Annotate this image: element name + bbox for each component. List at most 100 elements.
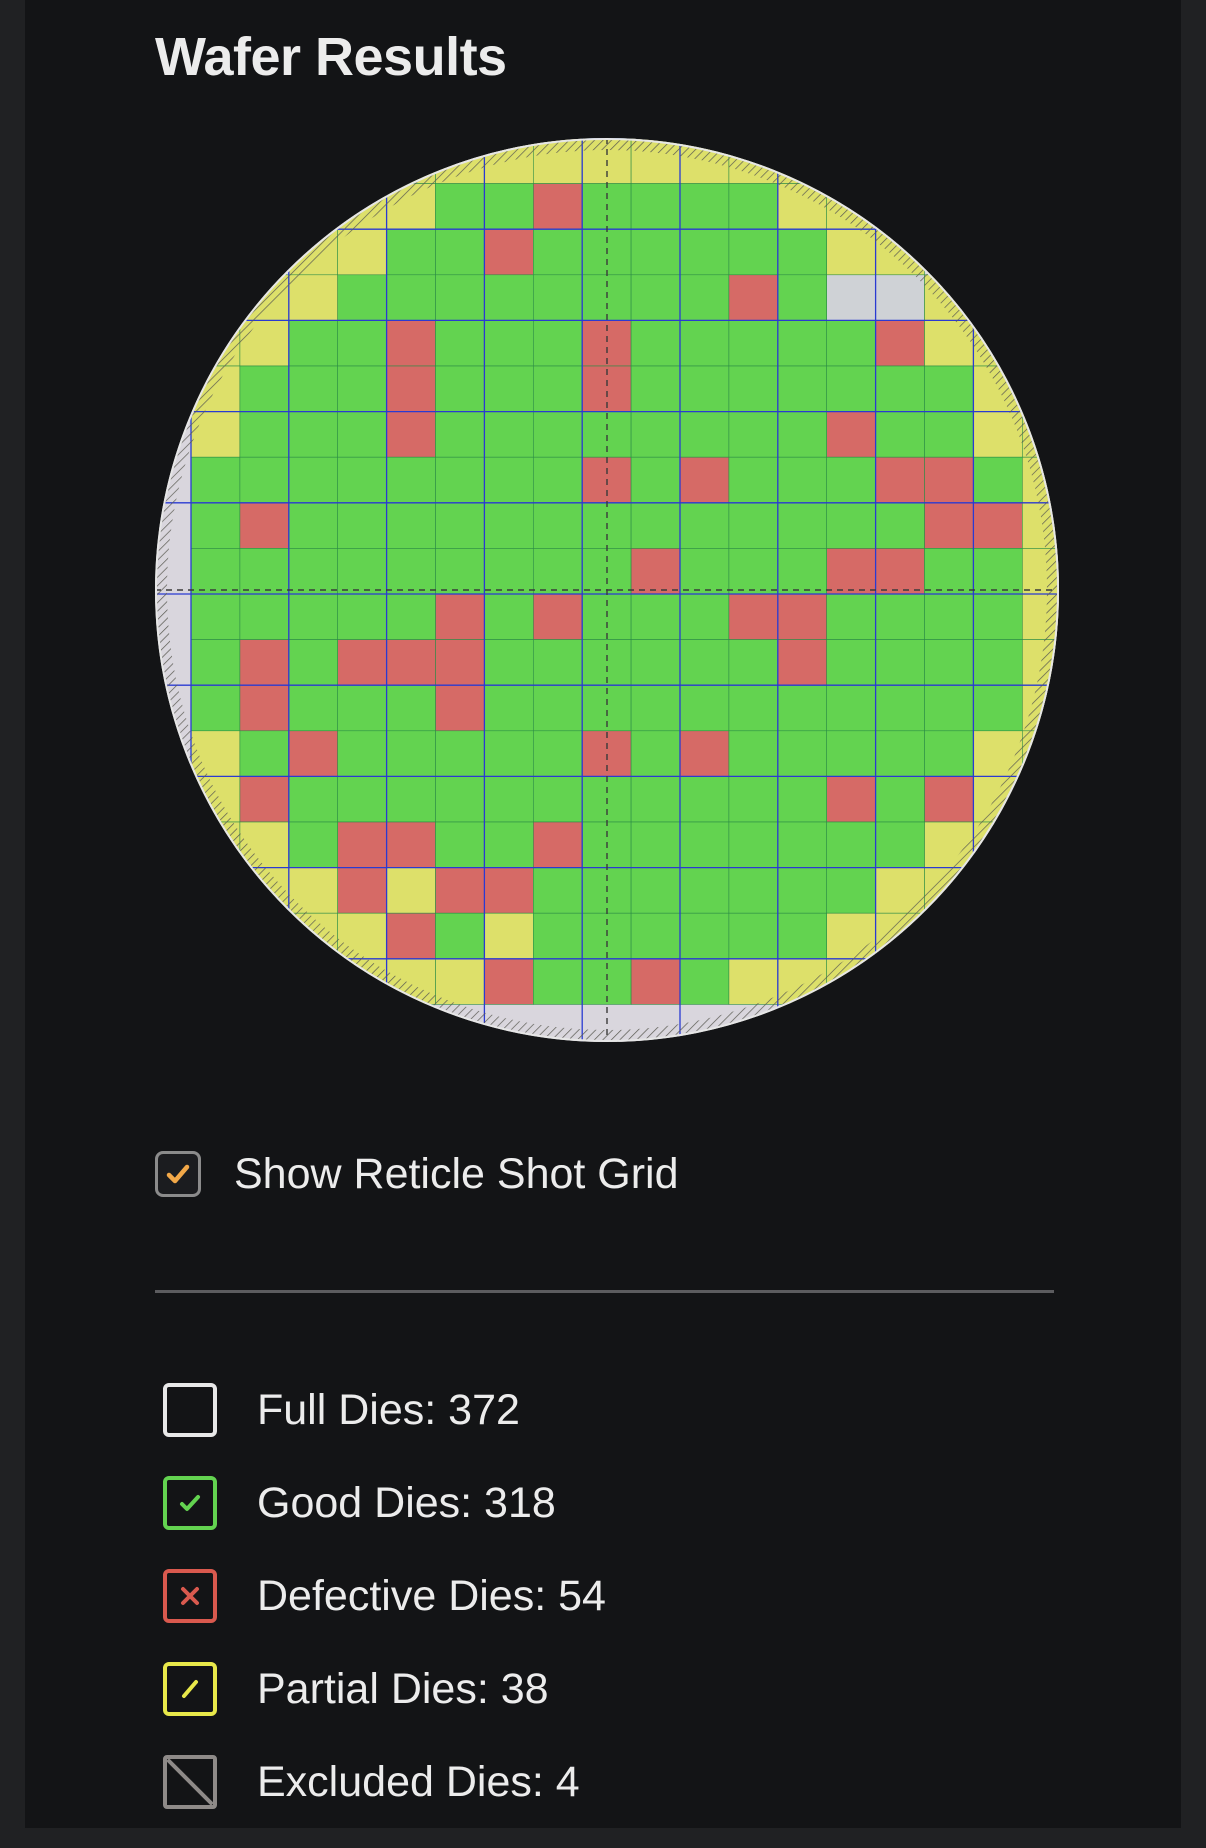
- die-good[interactable]: [875, 502, 925, 549]
- die-good[interactable]: [630, 867, 681, 914]
- die-good[interactable]: [826, 365, 876, 412]
- die-good[interactable]: [679, 593, 730, 640]
- die-good[interactable]: [679, 183, 730, 230]
- die-defective[interactable]: [435, 684, 485, 732]
- die-good[interactable]: [973, 593, 1023, 640]
- die-good[interactable]: [924, 593, 974, 640]
- die-defective[interactable]: [386, 639, 436, 686]
- die-good[interactable]: [532, 456, 583, 504]
- die-good[interactable]: [679, 365, 730, 412]
- die-good[interactable]: [924, 730, 974, 777]
- die-good[interactable]: [777, 274, 827, 321]
- die-good[interactable]: [679, 684, 730, 732]
- die-good[interactable]: [679, 776, 730, 823]
- die-defective[interactable]: [826, 776, 876, 823]
- die-good[interactable]: [532, 912, 583, 960]
- die-defective[interactable]: [826, 411, 876, 458]
- die-defective[interactable]: [484, 867, 534, 914]
- die-defective[interactable]: [973, 502, 1023, 549]
- wafer-map[interactable]: [155, 138, 1059, 1042]
- die-good[interactable]: [337, 730, 387, 777]
- die-good[interactable]: [386, 593, 436, 640]
- die-excluded[interactable]: [875, 274, 925, 321]
- die-partial[interactable]: [875, 183, 925, 230]
- die-good[interactable]: [777, 228, 827, 276]
- die-defective[interactable]: [435, 593, 485, 640]
- die-good[interactable]: [435, 183, 485, 230]
- die-good[interactable]: [728, 730, 779, 777]
- die-good[interactable]: [532, 776, 583, 823]
- die-good[interactable]: [875, 411, 925, 458]
- die-good[interactable]: [532, 639, 583, 686]
- die-good[interactable]: [435, 821, 485, 868]
- die-good[interactable]: [826, 821, 876, 868]
- die-good[interactable]: [630, 456, 681, 504]
- die-good[interactable]: [435, 456, 485, 504]
- die-defective[interactable]: [239, 776, 290, 823]
- die-good[interactable]: [875, 776, 925, 823]
- die-good[interactable]: [630, 730, 681, 777]
- die-good[interactable]: [777, 456, 827, 504]
- die-good[interactable]: [532, 228, 583, 276]
- die-good[interactable]: [728, 821, 779, 868]
- die-defective[interactable]: [337, 867, 387, 914]
- die-defective[interactable]: [239, 502, 290, 549]
- die-good[interactable]: [435, 365, 485, 412]
- die-good[interactable]: [239, 593, 290, 640]
- die-good[interactable]: [875, 365, 925, 412]
- die-defective[interactable]: [826, 548, 876, 595]
- die-good[interactable]: [532, 548, 583, 595]
- die-good[interactable]: [337, 684, 387, 732]
- die-defective[interactable]: [532, 593, 583, 640]
- die-good[interactable]: [435, 912, 485, 960]
- die-good[interactable]: [777, 684, 827, 732]
- die-good[interactable]: [973, 456, 1023, 504]
- die-good[interactable]: [630, 684, 681, 732]
- die-good[interactable]: [630, 912, 681, 960]
- die-good[interactable]: [288, 776, 339, 823]
- die-excluded[interactable]: [1021, 867, 1059, 914]
- die-good[interactable]: [239, 548, 290, 595]
- die-good[interactable]: [532, 502, 583, 549]
- die-defective[interactable]: [728, 593, 779, 640]
- die-defective[interactable]: [386, 320, 436, 367]
- die-defective[interactable]: [875, 548, 925, 595]
- die-defective[interactable]: [435, 639, 485, 686]
- die-good[interactable]: [679, 274, 730, 321]
- die-partial[interactable]: [728, 958, 779, 1005]
- die-good[interactable]: [288, 684, 339, 732]
- die-defective[interactable]: [728, 274, 779, 321]
- die-good[interactable]: [630, 365, 681, 412]
- die-good[interactable]: [777, 548, 827, 595]
- die-good[interactable]: [826, 867, 876, 914]
- die-good[interactable]: [484, 730, 534, 777]
- die-good[interactable]: [484, 183, 534, 230]
- die-good[interactable]: [973, 684, 1023, 732]
- die-good[interactable]: [337, 502, 387, 549]
- die-good[interactable]: [288, 548, 339, 595]
- die-good[interactable]: [728, 411, 779, 458]
- die-good[interactable]: [728, 456, 779, 504]
- die-good[interactable]: [630, 320, 681, 367]
- die-good[interactable]: [288, 821, 339, 868]
- die-good[interactable]: [190, 456, 241, 504]
- die-good[interactable]: [826, 456, 876, 504]
- die-good[interactable]: [777, 502, 827, 549]
- die-good[interactable]: [728, 639, 779, 686]
- die-good[interactable]: [386, 684, 436, 732]
- die-defective[interactable]: [239, 639, 290, 686]
- die-good[interactable]: [435, 411, 485, 458]
- die-good[interactable]: [826, 593, 876, 640]
- die-good[interactable]: [484, 365, 534, 412]
- die-good[interactable]: [288, 320, 339, 367]
- die-defective[interactable]: [924, 502, 974, 549]
- die-good[interactable]: [386, 502, 436, 549]
- die-good[interactable]: [337, 411, 387, 458]
- show-reticle-grid-toggle[interactable]: Show Reticle Shot Grid: [155, 1148, 679, 1200]
- die-good[interactable]: [826, 730, 876, 777]
- die-good[interactable]: [728, 912, 779, 960]
- die-good[interactable]: [777, 867, 827, 914]
- die-good[interactable]: [386, 228, 436, 276]
- die-good[interactable]: [679, 502, 730, 549]
- die-good[interactable]: [484, 502, 534, 549]
